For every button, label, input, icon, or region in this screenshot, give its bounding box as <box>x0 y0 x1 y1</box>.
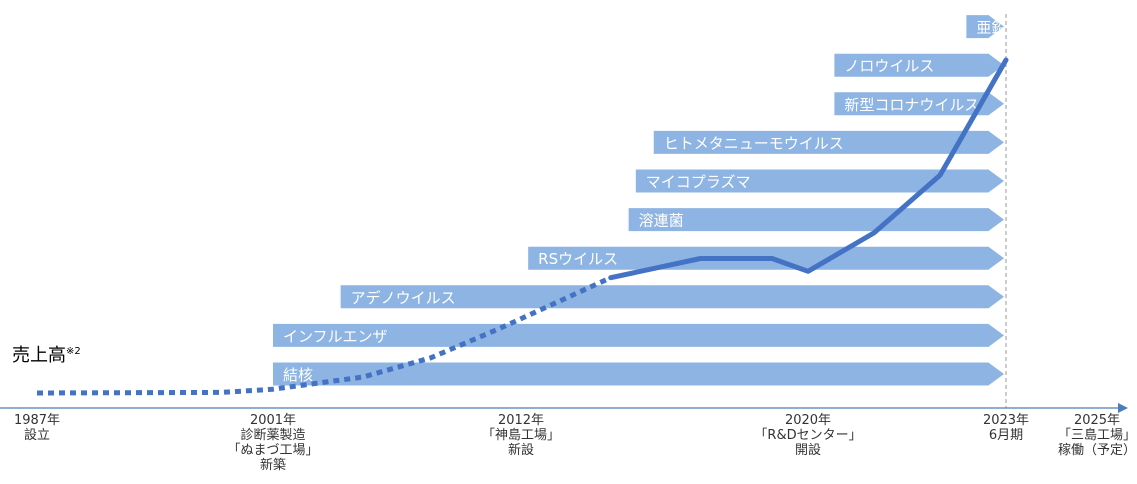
y-axis-label-note: ※2 <box>66 346 81 357</box>
milestone-label: 1987年設立 <box>14 413 60 443</box>
product-label: 結核 <box>283 366 313 384</box>
milestone-label: 2001年診断薬製造「ぬまづ工場」新築 <box>227 413 318 473</box>
milestone-label: 2012年「神島工場」新設 <box>482 413 560 458</box>
product-arrow-shape <box>834 53 1004 77</box>
product-arrow-shape <box>966 14 1004 39</box>
product-label: マイコプラズマ <box>646 173 751 191</box>
product-arrow-shape <box>628 207 1004 232</box>
product-label: 亜鉛濃度 <box>976 19 1036 37</box>
product-arrows: 結核 インフルエンザ アデノウイルス RSウイルス 溶連菌 マイコプラズマ ヒトメタニューモ… <box>273 14 1036 386</box>
milestone-labels: 1987年設立 2001年診断薬製造「ぬまづ工場」新築 2012年「神島工場」新設 2… <box>14 413 1136 473</box>
milestone-label: 2023年 6月期 <box>983 413 1029 443</box>
product-arrow-shape <box>273 323 1004 348</box>
product-arrow-shape <box>653 130 1004 155</box>
milestone-label: 2020年「R&Dセンター」開設 <box>754 413 861 458</box>
product-arrow: 新型コロナウイルス <box>834 92 1004 116</box>
product-arrow-shape <box>834 92 1004 116</box>
milestone-label: 2025年「三島工場」稼働（予定） <box>1058 413 1136 458</box>
y-axis-label-main: 売上高 <box>12 345 66 366</box>
product-label: 新型コロナウイルス <box>844 96 979 114</box>
product-label: インフルエンザ <box>283 327 388 345</box>
product-arrow-shape <box>635 169 1004 193</box>
product-label: ヒトメタニューモウイルス <box>664 134 844 152</box>
timeline-axis-arrowhead <box>1118 403 1128 413</box>
product-arrow: 溶連菌 <box>628 207 1004 232</box>
timeline-axis <box>0 403 1128 413</box>
product-arrow-shape <box>273 362 1004 386</box>
product-arrow: アデノウイルス <box>340 285 1004 309</box>
product-arrow: 亜鉛濃度 <box>966 14 1036 39</box>
product-arrow: インフルエンザ <box>273 323 1004 348</box>
product-arrow: ノロウイルス <box>834 53 1004 77</box>
product-label: 溶連菌 <box>639 212 684 230</box>
product-label: ノロウイルス <box>844 57 934 75</box>
product-label: RSウイルス <box>538 250 618 268</box>
product-arrow: マイコプラズマ <box>635 169 1004 193</box>
sales-line-solid <box>608 57 1009 281</box>
sales-line <box>36 14 1009 408</box>
product-arrow-shape <box>340 285 1004 309</box>
y-axis-label: 売上高※2 <box>12 345 81 366</box>
product-arrow: 結核 <box>273 362 1004 386</box>
product-label: アデノウイルス <box>351 289 456 307</box>
product-arrow: ヒトメタニューモウイルス <box>653 130 1004 155</box>
